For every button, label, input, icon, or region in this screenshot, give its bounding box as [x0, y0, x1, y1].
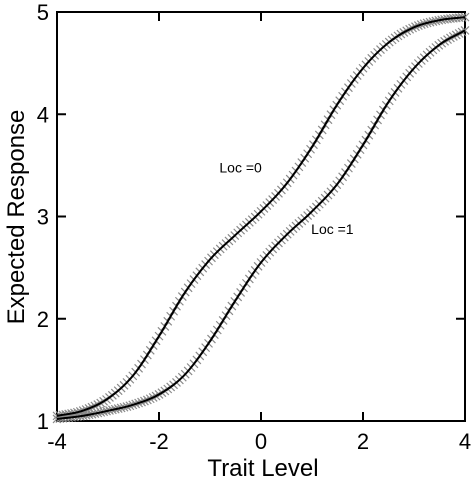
y-tick-label: 5	[37, 0, 49, 25]
series-1-line	[56, 29, 466, 420]
annotations: Loc =0 Loc =1	[219, 160, 353, 237]
tick-labels: -4 -2 0 2 4 1 2 3 4 5	[37, 0, 471, 454]
series-markers	[52, 12, 470, 424]
series-lines	[56, 16, 466, 420]
y-tick-label: 2	[37, 307, 49, 332]
series-0-markers	[52, 12, 470, 421]
series-0-line	[56, 16, 466, 417]
y-tick-label: 1	[37, 409, 49, 434]
x-tick-label: -2	[149, 429, 169, 454]
curve-label: Loc =0	[219, 160, 262, 176]
y-tick-label: 4	[37, 102, 49, 127]
tick-marks	[56, 11, 466, 422]
series-1-markers	[52, 25, 470, 424]
x-tick-label: -4	[47, 429, 67, 454]
y-tick-label: 3	[37, 205, 49, 230]
y-axis-title: Expected Response	[3, 110, 30, 325]
x-tick-label: 2	[357, 429, 369, 454]
curve-label: Loc =1	[311, 221, 354, 237]
x-tick-label: 0	[255, 429, 267, 454]
x-tick-label: 4	[459, 429, 471, 454]
x-axis-title: Trait Level	[207, 455, 318, 481]
